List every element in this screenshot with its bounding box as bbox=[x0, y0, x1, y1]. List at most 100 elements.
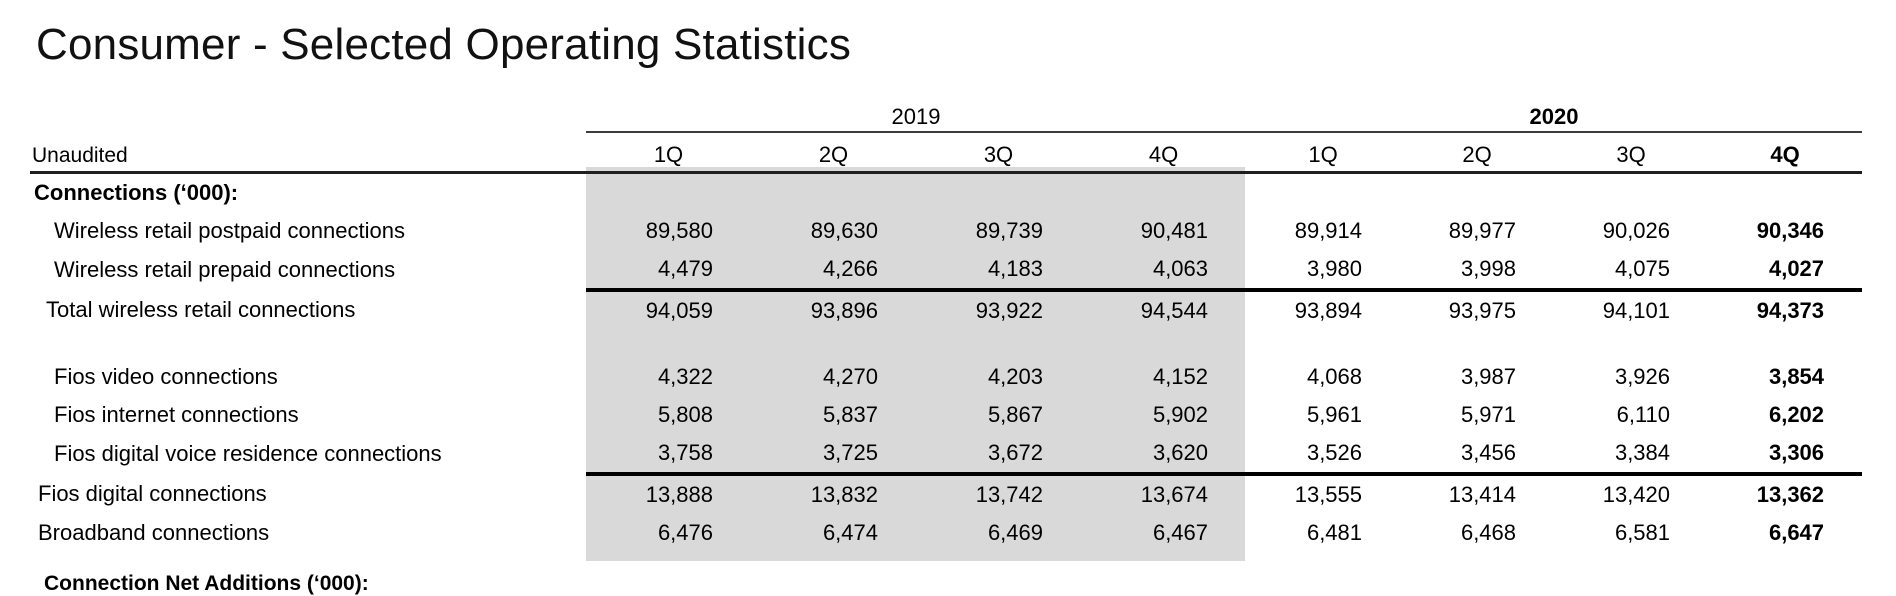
cell-value: 3,980 bbox=[1306, 256, 1363, 281]
cell-value: 3,306 bbox=[1768, 440, 1825, 465]
cell-value: 94,373 bbox=[1708, 288, 1863, 330]
cell-value bbox=[916, 173, 1081, 213]
page-title: Consumer - Selected Operating Statistics bbox=[36, 20, 852, 69]
quarter-header-2020-4q: 4Q bbox=[1708, 132, 1863, 174]
quarter-header-2020-2q: 2Q bbox=[1400, 132, 1555, 174]
cell-value: 4,027 bbox=[1768, 256, 1825, 281]
cell-value bbox=[1554, 173, 1708, 213]
cell-value: 13,832 bbox=[751, 472, 916, 514]
cell-value: 6,468 bbox=[1460, 520, 1517, 545]
partial-next-section-heading: Connection Net Additions (‘000): bbox=[44, 572, 369, 595]
quarter-header-2019-4q: 4Q bbox=[1081, 132, 1247, 174]
cell-value: 6,110 bbox=[1616, 402, 1671, 427]
cell-value: 13,674 bbox=[1081, 472, 1247, 514]
cell-value: 89,977 bbox=[1448, 218, 1517, 243]
row-label: Wireless retail postpaid connections bbox=[54, 218, 405, 243]
table-row: Wireless retail postpaid connections 89,5… bbox=[30, 212, 1862, 250]
cell-value: 13,414 bbox=[1400, 472, 1555, 514]
cell-value: 4,322 bbox=[657, 364, 713, 389]
cell-value: 3,456 bbox=[1460, 440, 1517, 465]
cell-value: 3,998 bbox=[1460, 256, 1517, 281]
row-label: Broadband connections bbox=[38, 520, 270, 545]
cell-value: 6,202 bbox=[1768, 402, 1825, 427]
cell-value: 94,101 bbox=[1554, 288, 1709, 330]
cell-value: 93,922 bbox=[916, 288, 1081, 330]
cell-value: 90,026 bbox=[1602, 218, 1671, 243]
cell-value: 3,987 bbox=[1460, 364, 1517, 389]
quarter-header-2020-3q: 3Q bbox=[1554, 132, 1709, 174]
cell-value: 6,467 bbox=[1152, 520, 1209, 545]
year-header-row: 2019 2020 bbox=[30, 82, 1863, 133]
cell-value bbox=[586, 173, 751, 213]
cell-value: 6,474 bbox=[822, 520, 878, 545]
cell-value: 5,902 bbox=[1152, 402, 1209, 427]
cell-value: 13,742 bbox=[916, 472, 1081, 514]
cell-value: 13,555 bbox=[1246, 472, 1401, 514]
table-row: Total wireless retail connections 94,059 9… bbox=[30, 288, 1863, 330]
cell-value: 3,620 bbox=[1152, 440, 1209, 465]
section-heading: Connections (‘000): bbox=[34, 180, 239, 205]
cell-value: 89,630 bbox=[810, 218, 878, 243]
quarter-header-2019-1q: 1Q bbox=[586, 132, 751, 174]
cell-value: 3,926 bbox=[1614, 364, 1671, 389]
spacer-row bbox=[30, 330, 1862, 358]
cell-value: 6,647 bbox=[1768, 520, 1825, 545]
quarter-header-2020-1q: 1Q bbox=[1246, 132, 1401, 174]
cell-value: 94,059 bbox=[586, 288, 751, 330]
cell-value: 90,346 bbox=[1756, 218, 1825, 243]
cell-value bbox=[1246, 173, 1400, 213]
cell-value: 3,672 bbox=[987, 440, 1043, 465]
table-row: Wireless retail prepaid connections 4,479… bbox=[30, 250, 1862, 290]
cell-value: 5,961 bbox=[1306, 402, 1363, 427]
cell-value: 4,063 bbox=[1152, 256, 1209, 281]
cell-value: 94,544 bbox=[1081, 288, 1247, 330]
cell-value: 4,068 bbox=[1306, 364, 1363, 389]
table-row: Fios digital connections 13,888 13,832 13,7… bbox=[30, 472, 1863, 514]
row-label: Wireless retail prepaid connections bbox=[54, 257, 396, 282]
cell-value: 13,362 bbox=[1708, 472, 1863, 514]
table-body: Connections (‘000): Wireless retail postp… bbox=[30, 173, 1863, 553]
table-row: Broadband connections 6,476 6,474 6,469 6,46… bbox=[30, 514, 1862, 552]
quarter-header-2019-3q: 3Q bbox=[916, 132, 1081, 174]
cell-value: 4,152 bbox=[1152, 364, 1209, 389]
row-label: Fios video connections bbox=[54, 364, 278, 389]
cell-value: 93,896 bbox=[751, 288, 916, 330]
cell-value bbox=[751, 173, 916, 213]
cell-value: 3,854 bbox=[1768, 364, 1825, 389]
cell-value: 5,837 bbox=[822, 402, 878, 427]
cell-value: 4,075 bbox=[1614, 256, 1671, 281]
section-heading-row: Connections (‘000): bbox=[30, 173, 1862, 213]
cell-value bbox=[1708, 173, 1862, 213]
table-row: Fios internet connections 5,808 5,837 5,867… bbox=[30, 396, 1862, 434]
cell-value: 3,384 bbox=[1614, 440, 1671, 465]
row-label: Fios internet connections bbox=[54, 402, 299, 427]
cell-value: 4,266 bbox=[822, 256, 878, 281]
quarter-header-2019-2q: 2Q bbox=[751, 132, 916, 174]
cell-value: 6,581 bbox=[1614, 520, 1671, 545]
cell-value: 90,481 bbox=[1140, 218, 1209, 243]
cell-value: 3,758 bbox=[657, 440, 713, 465]
cell-value: 13,888 bbox=[586, 472, 751, 514]
cell-value: 89,914 bbox=[1294, 218, 1363, 243]
quarter-header-row: Unaudited 1Q 2Q 3Q 4Q 1Q 2Q 3Q 4Q bbox=[30, 132, 1863, 174]
cell-value: 13,420 bbox=[1554, 472, 1709, 514]
row-label: Fios digital connections bbox=[38, 481, 267, 506]
row-label: Total wireless retail connections bbox=[46, 297, 356, 322]
cell-value: 93,894 bbox=[1246, 288, 1401, 330]
cell-value: 4,479 bbox=[657, 256, 713, 281]
year-group-2019: 2019 bbox=[586, 82, 1247, 133]
cell-value: 3,526 bbox=[1306, 440, 1363, 465]
cell-value: 3,725 bbox=[822, 440, 878, 465]
year-group-2020: 2020 bbox=[1246, 82, 1863, 133]
table-row: Fios video connections 4,322 4,270 4,203 4,1… bbox=[30, 358, 1862, 396]
row-label: Fios digital voice residence connections bbox=[54, 441, 442, 466]
cell-value bbox=[1081, 173, 1246, 213]
year-header-spacer bbox=[30, 82, 586, 132]
spacer-cell bbox=[30, 330, 1862, 358]
table-header: 2019 2020 Unaudited 1Q 2Q 3Q 4Q 1Q 2Q 3Q 4Q bbox=[30, 82, 1863, 174]
cell-value: 5,971 bbox=[1460, 402, 1517, 427]
cell-value: 89,739 bbox=[975, 218, 1043, 243]
cell-value: 5,808 bbox=[657, 402, 713, 427]
cell-value: 89,580 bbox=[645, 218, 713, 243]
cell-value: 6,481 bbox=[1306, 520, 1363, 545]
